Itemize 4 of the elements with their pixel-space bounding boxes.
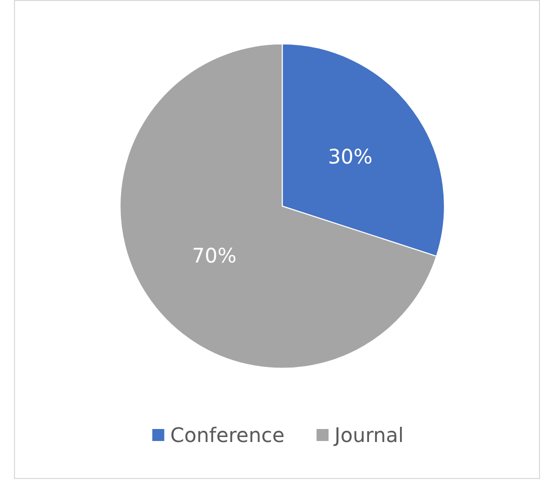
data-label: 70%: [192, 244, 236, 268]
data-label: 30%: [328, 144, 372, 169]
legend-label: Journal: [332, 423, 404, 447]
legend-label: Conference: [170, 423, 285, 447]
